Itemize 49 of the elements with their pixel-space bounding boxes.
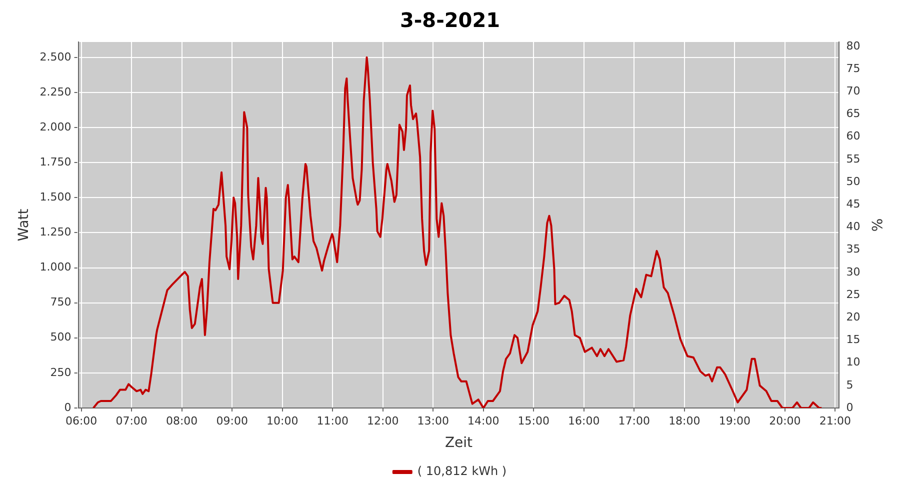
- x-tick-label: 13:00: [417, 414, 449, 428]
- y2-tick-label: 5: [846, 378, 854, 392]
- y2-tick-label: 10: [846, 356, 860, 369]
- y2-tick-label: 80: [846, 39, 860, 52]
- legend-label: ( 10,812 kWh ): [417, 464, 507, 478]
- y2-tick-label: 70: [846, 84, 860, 98]
- y2-tick-label: 60: [846, 130, 860, 143]
- x-tick-label: 21:00: [819, 414, 852, 428]
- x-tick-label: 10:00: [266, 414, 298, 428]
- x-tick-label: 09:00: [216, 414, 248, 428]
- y2-axis-title: %: [868, 218, 884, 232]
- x-tick-label: 07:00: [116, 414, 148, 428]
- y-tick-label: 2.000: [40, 120, 72, 134]
- y2-tick-label: 65: [846, 107, 860, 120]
- x-tick-label: 15:00: [518, 414, 550, 428]
- y2-tick-label: 45: [846, 198, 860, 211]
- y-tick-label: 250: [50, 366, 72, 379]
- y-tick-label: 1.500: [40, 190, 72, 204]
- x-axis-title: Zeit: [444, 435, 474, 452]
- x-tick-label: 08:00: [166, 414, 198, 428]
- y-tick-label: 0: [64, 400, 72, 414]
- x-tick-label: 17:00: [618, 414, 650, 428]
- y2-tick-label: 15: [846, 333, 860, 346]
- y-tick-label: 1.250: [40, 226, 72, 239]
- y2-tick-label: 50: [846, 174, 860, 188]
- x-tick-label: 06:00: [65, 414, 98, 428]
- x-tick-label: 11:00: [316, 414, 348, 428]
- x-tick-label: 16:00: [568, 414, 600, 428]
- y-axis-title: Watt: [16, 208, 32, 242]
- x-tick-label: 18:00: [668, 414, 700, 428]
- y2-tick-label: 25: [846, 288, 860, 301]
- y2-tick-label: 40: [846, 220, 860, 234]
- y2-tick-label: 0: [846, 400, 854, 414]
- y-tick-label: 750: [50, 296, 72, 309]
- y2-tick-label: 75: [846, 62, 860, 75]
- y-tick-label: 1.000: [40, 260, 72, 274]
- x-tick-label: 20:00: [769, 414, 801, 428]
- y-tick-label: 500: [50, 330, 72, 344]
- y2-tick-label: 35: [846, 242, 860, 256]
- y2-tick-label: 55: [846, 152, 860, 166]
- y-tick-label: 2.500: [40, 50, 72, 64]
- y2-tick-label: 20: [846, 310, 860, 324]
- x-tick-label: 12:00: [367, 414, 399, 428]
- y2-tick-label: 30: [846, 265, 860, 278]
- x-tick-label: 19:00: [718, 414, 751, 428]
- y-tick-label: 2.250: [40, 85, 72, 98]
- y-tick-label: 1.750: [40, 155, 72, 168]
- x-tick-label: 14:00: [468, 414, 500, 428]
- chart-title: 3-8-2021: [400, 8, 500, 32]
